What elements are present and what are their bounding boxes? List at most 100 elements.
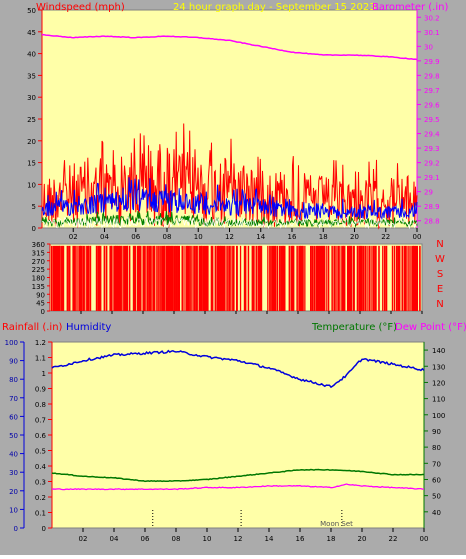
- direction-bar: [185, 245, 188, 311]
- direction-bar: [370, 245, 372, 311]
- direction-bar: [163, 245, 166, 311]
- direction-bar: [78, 245, 81, 311]
- direction-bar: [364, 245, 367, 311]
- direction-bar: [162, 245, 165, 311]
- humidity-x-tick-label: 12: [234, 535, 243, 543]
- direction-bar: [290, 245, 294, 311]
- wind-x-tick-label: 16: [288, 233, 297, 241]
- direction-bar: [374, 245, 377, 311]
- direction-bar: [84, 245, 86, 311]
- direction-bar: [89, 245, 92, 311]
- direction-bar: [51, 245, 53, 311]
- direction-bar: [169, 245, 173, 311]
- wind-tick-label: 20: [27, 138, 36, 146]
- wind-tick-label: 15: [27, 160, 36, 168]
- direction-bar: [202, 245, 205, 311]
- baro-tick-label: 30: [424, 43, 433, 51]
- direction-bar: [356, 245, 359, 311]
- humidity-axis-title: Humidity: [66, 322, 111, 333]
- direction-bar: [362, 245, 365, 311]
- humidity-x-tick-label: 22: [389, 535, 398, 543]
- direction-bar: [82, 245, 85, 311]
- direction-bar: [154, 245, 156, 311]
- rain-tick-label: 0.7: [35, 417, 46, 425]
- direction-bar: [95, 245, 98, 311]
- humidity-tick-label: 50: [9, 432, 18, 440]
- humidity-x-tick-label: 18: [327, 535, 336, 543]
- direction-bar: [99, 245, 102, 311]
- direction-bar: [58, 245, 61, 311]
- wind-x-tick-label: 00: [413, 233, 422, 241]
- baro-tick-label: 28.8: [424, 218, 440, 226]
- baro-tick-label: 29.2: [424, 160, 440, 168]
- direction-bar: [296, 245, 298, 311]
- direction-bar: [280, 245, 284, 311]
- direction-bar: [142, 245, 145, 311]
- direction-bar: [333, 245, 336, 311]
- direction-bar: [88, 245, 90, 311]
- direction-bar: [181, 245, 183, 311]
- direction-bar: [125, 245, 128, 311]
- direction-bar: [393, 245, 395, 311]
- moon-set-label: Moon Set: [320, 520, 353, 528]
- direction-bar: [103, 245, 105, 311]
- rain-tick-label: 0.1: [35, 510, 46, 518]
- rain-tick-label: 0.5: [35, 448, 46, 456]
- direction-bar: [200, 245, 203, 311]
- rain-tick-label: 0.4: [35, 463, 47, 471]
- compass-label-w: W: [435, 254, 445, 265]
- direction-bar: [411, 245, 414, 311]
- direction-bar: [152, 245, 155, 311]
- humidity-x-tick-label: 20: [358, 535, 367, 543]
- direction-bar: [165, 245, 169, 311]
- direction-bar: [138, 245, 142, 311]
- direction-bar: [378, 245, 380, 311]
- windspeed-axis-title: Windspeed (mph): [36, 2, 125, 13]
- direction-bar: [74, 245, 76, 311]
- temperature-line: [51, 468, 424, 483]
- direction-bar: [199, 245, 202, 311]
- direction-bar: [86, 245, 89, 311]
- graph-title: 24 hour graph day - September 15 2023: [173, 2, 376, 13]
- direction-bar: [243, 245, 247, 311]
- humidity-x-tick-label: 02: [79, 535, 88, 543]
- humidity-x-tick-label: 10: [203, 535, 212, 543]
- humidity-tick-label: 80: [9, 376, 18, 384]
- wind-tick-label: 40: [27, 51, 36, 59]
- barometer-axis-title: Barometer (.in): [372, 2, 448, 13]
- direction-bar: [384, 245, 386, 311]
- direction-bar: [315, 245, 319, 311]
- wind-tick-label: 30: [27, 94, 36, 102]
- direction-bar: [167, 245, 170, 311]
- direction-bar: [206, 245, 209, 311]
- direction-bar: [282, 245, 286, 311]
- wind-tick-label: 10: [27, 181, 36, 189]
- direction-bar: [144, 245, 146, 311]
- wind-x-tick-label: 06: [131, 233, 140, 241]
- direction-bar: [323, 245, 325, 311]
- direction-bar: [269, 245, 271, 311]
- baro-tick-label: 29: [424, 189, 433, 197]
- direction-bar: [128, 245, 131, 311]
- baro-tick-label: 29.3: [424, 145, 440, 153]
- rain-tick-label: 1.2: [35, 339, 46, 347]
- direction-bar: [189, 245, 191, 311]
- direction-bar: [413, 245, 416, 311]
- direction-bar: [267, 245, 269, 311]
- wind-average-line: [41, 177, 418, 220]
- barometer-line: [41, 33, 418, 61]
- direction-bar: [119, 245, 122, 311]
- direction-bar: [337, 245, 340, 311]
- wind-tick-label: 50: [27, 7, 36, 15]
- direction-bar: [117, 245, 120, 311]
- humidity-tick-label: 30: [9, 469, 18, 477]
- rainfall-axis-title: Rainfall (.in): [2, 322, 63, 333]
- direction-bar: [80, 245, 83, 311]
- direction-bar: [347, 245, 350, 311]
- direction-bar: [171, 245, 174, 311]
- rain-tick-label: 1.1: [35, 355, 46, 363]
- direction-bar: [292, 245, 295, 311]
- baro-tick-label: 28.9: [424, 203, 440, 211]
- humidity-x-tick-label: 08: [172, 535, 181, 543]
- compass-label-e: E: [437, 284, 443, 295]
